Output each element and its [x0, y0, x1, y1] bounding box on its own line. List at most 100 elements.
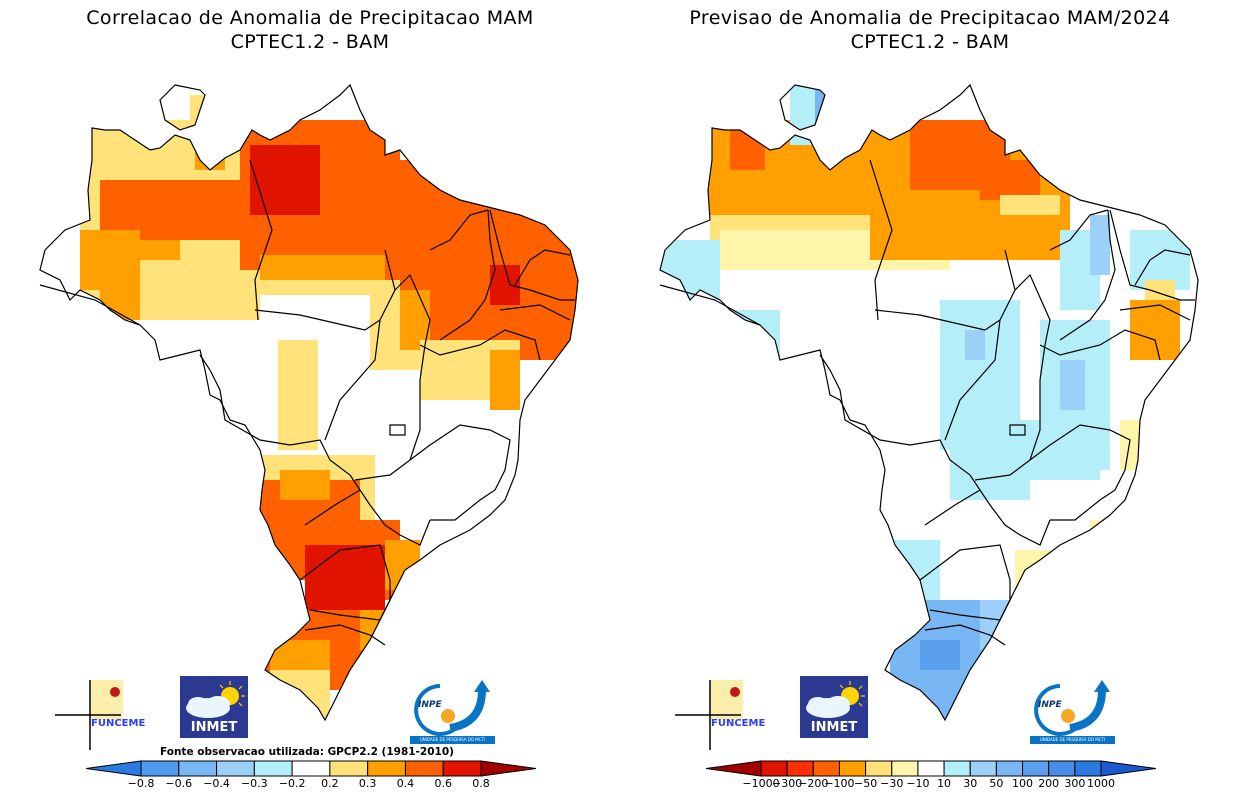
field-cell — [250, 280, 400, 295]
colorbar-right: −1000 −300 −200 −100 −50 −30 −10 10 30 50 100 200 30… — [705, 760, 1157, 796]
colorbar-high-arrow — [1100, 760, 1157, 777]
colorbar-tick-label: −100 — [824, 777, 855, 790]
forecast-map — [659, 83, 1199, 722]
colorbar-tick-label: −0.6 — [165, 777, 193, 790]
colorbar-tick-label: −30 — [880, 777, 904, 790]
inmet-label: INMET — [810, 720, 858, 735]
colorbar-segment — [812, 760, 840, 777]
correlation-map — [39, 83, 579, 722]
panel-subtitle: CPTEC1.2 - BAM — [230, 31, 390, 53]
colorbar-tick-label: −50 — [854, 777, 878, 790]
inmet-label: INMET — [190, 720, 238, 735]
colorbar-segment — [216, 760, 255, 777]
colorbar-segment — [329, 760, 369, 777]
colorbar-segment — [760, 760, 788, 777]
colorbar-tick-label: 100 — [1012, 777, 1034, 790]
colorbar-left: −0.8 −0.6 −0.4 −0.3 −0.2 0.2 0.3 0.4 0.6 0.8 — [85, 760, 537, 796]
field-cell — [1060, 360, 1085, 410]
colorbar-segment — [253, 760, 293, 777]
colorbar-tick-label: 0.3 — [358, 777, 377, 790]
field-cell — [1000, 195, 1060, 215]
colorbar-tick-label: −200 — [798, 777, 829, 790]
inmet-logo: INMET — [800, 676, 868, 738]
funceme-dot-icon — [110, 687, 120, 697]
colorbar-high-arrow — [480, 760, 537, 777]
inpe-caption: UNIDADE DE PESQUISA DO MCTI — [410, 736, 495, 744]
field-cell — [730, 130, 765, 170]
colorbar-tick-label: 10 — [937, 777, 952, 790]
inpe-logo: INPE UNIDADE DE PESQUISA DO MCTI — [1030, 678, 1115, 746]
brazil-outline — [39, 83, 579, 722]
colorbar-segment — [995, 760, 1024, 777]
field-cell — [280, 470, 330, 500]
field-cell — [1130, 300, 1180, 360]
colorbar-segment — [865, 760, 893, 777]
colorbar-segment — [367, 760, 406, 777]
field-cell — [980, 160, 1040, 200]
colorbar-segment — [917, 760, 945, 777]
funceme-label: FUNCEME — [711, 718, 766, 729]
colorbar-segment — [943, 760, 971, 777]
colorbar-segment — [891, 760, 919, 777]
forecast-panel: Previsao de Anomalia de Precipitacao MAM… — [620, 0, 1240, 802]
colorbar-tick-label: −10 — [906, 777, 930, 790]
inpe-logo: INPE UNIDADE DE PESQUISA DO MCTI — [410, 678, 495, 746]
field-cell — [920, 640, 960, 670]
colorbar-segment — [1048, 760, 1076, 777]
colorbar-tick-label: −0.2 — [278, 777, 306, 790]
field-cell — [195, 125, 225, 170]
colorbar-tick-label: 0.8 — [472, 777, 490, 790]
colorbar-tick-label: −0.4 — [203, 777, 230, 790]
field-cell — [850, 540, 940, 600]
colorbar-segment — [140, 760, 180, 777]
colorbar-tick-label: 1000 — [1087, 777, 1115, 790]
field-cell — [250, 145, 320, 215]
brazil-outline — [659, 83, 1199, 722]
field-cell — [1015, 550, 1065, 590]
colorbar-tick-label: −0.8 — [127, 777, 155, 790]
colorbar-segment — [404, 760, 444, 777]
colorbar-segment — [786, 760, 814, 777]
correlation-panel: Correlacao de Anomalia de Precipitacao M… — [39, 7, 579, 796]
field-cell — [1120, 420, 1140, 470]
colorbar-tick-label: 0.6 — [434, 777, 452, 790]
funceme-dot-icon — [730, 687, 740, 697]
field-cell — [278, 340, 318, 450]
colorbar-low-arrow — [85, 760, 142, 777]
colorbar-segment — [838, 760, 867, 777]
source-note: Fonte observacao utilizada: GPCP2.2 (198… — [160, 746, 454, 758]
funceme-logo: FUNCEME — [55, 680, 145, 750]
field-cell — [940, 300, 1020, 450]
colorbar-tick-label: −300 — [772, 777, 803, 790]
colorbar-tick-label: 50 — [989, 777, 1004, 790]
field-cell — [1010, 420, 1100, 480]
field-cell — [305, 545, 385, 615]
colorbar-tick-label: 0.4 — [396, 777, 415, 790]
colorbar-low-arrow — [705, 760, 762, 777]
panel-title: Previsao de Anomalia de Precipitacao MAM… — [689, 7, 1171, 29]
colorbar-tick-label: 300 — [1064, 777, 1086, 790]
colorbar-segment — [1022, 760, 1050, 777]
colorbar-tick-label: 30 — [963, 777, 978, 790]
colorbar-tick-label: 200 — [1038, 777, 1060, 790]
colorbar-segment — [291, 760, 331, 777]
field-cell — [490, 350, 520, 410]
colorbar-segment — [1074, 760, 1102, 777]
colorbar-segment — [442, 760, 482, 777]
inpe-label: INPE — [1038, 700, 1062, 710]
panel-title: Correlacao de Anomalia de Precipitacao M… — [86, 7, 534, 29]
colorbar-segment — [178, 760, 218, 777]
panel-subtitle: CPTEC1.2 - BAM — [850, 31, 1010, 53]
inmet-logo: INMET — [180, 676, 248, 738]
field-cell — [120, 240, 180, 260]
field-cell — [1090, 520, 1130, 550]
colorbar-segment — [969, 760, 997, 777]
inpe-label: INPE — [418, 700, 442, 710]
inpe-caption: UNIDADE DE PESQUISA DO MCTI — [1030, 736, 1115, 744]
colorbar-tick-label: 0.2 — [321, 777, 339, 790]
field-cell — [660, 240, 720, 320]
field-cell — [980, 600, 1020, 650]
field-cell — [965, 330, 985, 360]
colorbar-tick-label: −1000 — [742, 777, 780, 790]
funceme-label: FUNCEME — [91, 718, 146, 729]
